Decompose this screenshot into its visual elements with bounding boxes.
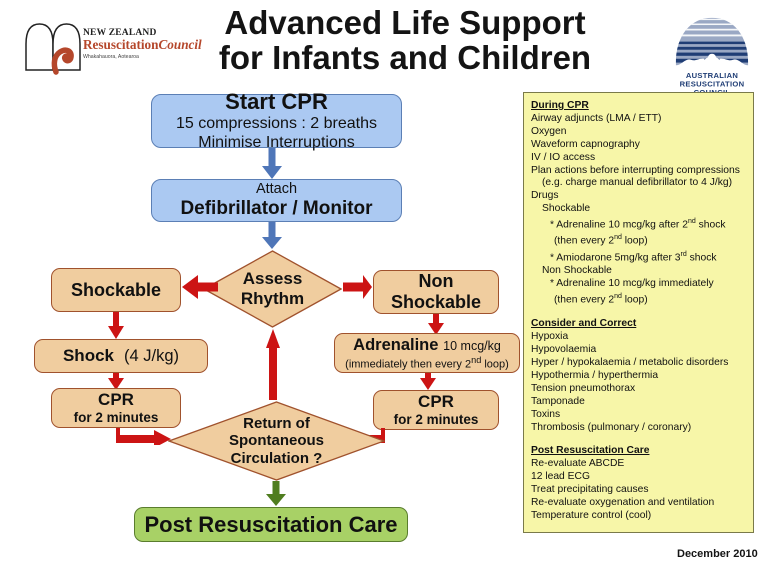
svg-text:Whakahauora, Aotearoa: Whakahauora, Aotearoa [83, 54, 139, 60]
